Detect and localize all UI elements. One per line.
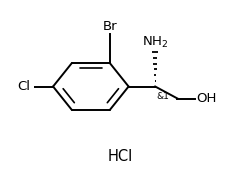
Text: OH: OH [196,92,217,105]
Text: NH$_2$: NH$_2$ [142,35,168,51]
Text: Br: Br [102,20,117,33]
Text: Cl: Cl [17,80,30,93]
Text: &1: &1 [156,92,169,101]
Text: HCl: HCl [107,149,133,164]
